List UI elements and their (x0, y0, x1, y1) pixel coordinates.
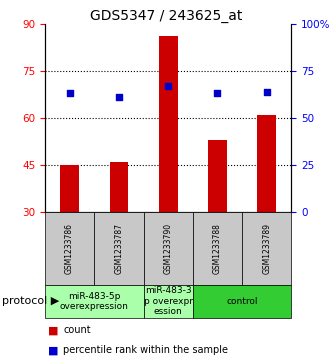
Point (215, 90, 220, 96)
Point (67, 90, 72, 96)
Text: ■: ■ (48, 345, 59, 355)
Bar (159, 36, 177, 212)
Text: GSM1233788: GSM1233788 (213, 223, 222, 274)
Bar (208, 140, 227, 212)
Text: GSM1233787: GSM1233787 (114, 223, 124, 274)
Text: control: control (226, 297, 258, 306)
Text: miR-483-5p
overexpression: miR-483-5p overexpression (60, 291, 129, 311)
Text: GSM1233790: GSM1233790 (164, 223, 173, 274)
Bar (110, 162, 128, 212)
Text: GSM1233789: GSM1233789 (262, 223, 271, 274)
Point (166, 83, 171, 89)
Text: ■: ■ (48, 325, 59, 335)
Text: protocol ▶: protocol ▶ (2, 296, 59, 306)
Point (264, 89, 269, 94)
Point (116, 94, 122, 100)
Text: percentile rank within the sample: percentile rank within the sample (63, 345, 228, 355)
Text: miR-483-3
p overexpr
ession: miR-483-3 p overexpr ession (144, 286, 193, 316)
Text: GDS5347 / 243625_at: GDS5347 / 243625_at (90, 9, 243, 23)
Text: GSM1233786: GSM1233786 (65, 223, 74, 274)
Text: count: count (63, 325, 91, 335)
Bar (60, 165, 79, 212)
Bar (257, 115, 276, 212)
